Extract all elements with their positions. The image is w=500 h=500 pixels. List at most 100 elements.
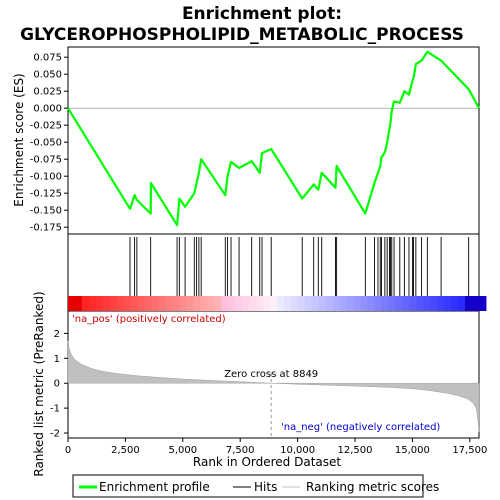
color-bar-segment: [144, 296, 153, 311]
color-bar-segment: [318, 296, 327, 311]
xtick-label: 10,000: [280, 445, 315, 456]
zero-cross-label: Zero cross at 8849: [224, 369, 318, 380]
color-bar-segment: [95, 296, 104, 311]
color-bar-segment: [451, 296, 459, 311]
es-ytick-label: 0.025: [33, 87, 62, 98]
color-bar-segment: [228, 296, 236, 311]
enrichment-profile: [67, 50, 480, 227]
es-ytick-label: -0.100: [30, 172, 62, 183]
color-bar-segment: [102, 296, 111, 311]
x-axis: 0 2,500 5,000 7,500 10,000 12,500 15,000 17,500: [65, 438, 487, 456]
legend-metric-label: Ranking metric scores: [306, 480, 439, 494]
es-ytick-label: -0.075: [30, 155, 62, 166]
es-ytick-label: 0.000: [33, 104, 62, 115]
color-bar-segment: [123, 296, 132, 311]
pos-correlated-label: 'na_pos' (positively correlated): [72, 314, 226, 325]
es-ytick-label: 0.050: [33, 70, 62, 81]
color-bar-segment: [332, 296, 341, 311]
metric-y-axis: 2 1 0 -1 -2: [50, 329, 68, 440]
color-bar-segment: [256, 296, 264, 311]
ranking-metric-area: [67, 340, 480, 432]
color-bar-segment: [130, 296, 139, 311]
color-bar-segment: [235, 296, 243, 311]
color-bar-segment: [249, 296, 257, 311]
rank-color-bar: [68, 296, 487, 311]
color-bar-segment: [270, 296, 278, 311]
xtick-label: 2,500: [111, 445, 140, 456]
neg-correlated-label: 'na_neg' (negatively correlated): [281, 422, 440, 433]
color-bar-segment: [395, 296, 403, 311]
color-bar-segment: [165, 296, 173, 311]
color-bar-segment: [242, 296, 250, 311]
color-bar-segment: [116, 296, 125, 311]
color-bar-segment: [172, 296, 180, 311]
legend-hits-label: Hits: [254, 480, 277, 494]
color-bar-segment: [200, 296, 208, 311]
plot-title-line2: GLYCEROPHOSPHOLIPID_METABOLIC_PROCESS: [20, 25, 464, 45]
color-bar-segment: [458, 296, 466, 311]
metric-ytick-label: 0: [54, 379, 60, 390]
color-bar-segment: [81, 296, 90, 311]
color-bar-segment: [311, 296, 320, 311]
color-bar-segment: [304, 296, 313, 311]
es-ytick-label: -0.175: [30, 223, 62, 234]
es-panel-frame: [67, 46, 480, 235]
hit-markers: [129, 237, 470, 296]
xtick-label: 0: [65, 445, 71, 456]
color-bar-segment: [402, 296, 410, 311]
metric-ytick-label: -2: [50, 429, 60, 440]
color-bar-segment: [437, 296, 445, 311]
color-bar-segment: [151, 296, 160, 311]
plot-title-line1: Enrichment plot:: [182, 4, 342, 24]
color-bar-segment: [381, 296, 389, 311]
color-bar-segment: [388, 296, 396, 311]
color-bar-segment: [109, 296, 118, 311]
metric-ytick-label: 2: [54, 329, 60, 340]
color-bar-segment: [423, 296, 431, 311]
color-bar-segment: [283, 296, 292, 311]
es-ytick-label: -0.050: [30, 138, 62, 149]
color-bar-segment: [430, 296, 438, 311]
color-bar-segment: [374, 296, 382, 311]
xtick-label: 5,000: [168, 445, 197, 456]
color-bar-segment: [339, 296, 348, 311]
color-bar-segment: [207, 296, 215, 311]
color-bar-segment: [479, 296, 487, 311]
color-bar-segment: [325, 296, 334, 311]
color-bar-segment: [472, 296, 480, 311]
color-bar-segment: [263, 296, 271, 311]
color-bar-segment: [88, 296, 97, 311]
color-bar-segment: [276, 296, 285, 311]
xtick-label: 15,000: [395, 445, 430, 456]
color-bar-segment: [353, 296, 362, 311]
metric-y-label: Ranked list metric (PreRanked): [32, 291, 46, 476]
es-y-label: Enrichment score (ES): [12, 73, 26, 206]
color-bar-segment: [158, 296, 167, 311]
color-bar-segment: [68, 296, 76, 311]
enrichment-profile-line: [67, 50, 480, 227]
xtick-label: 7,500: [226, 445, 255, 456]
color-bar-segment: [346, 296, 355, 311]
metric-ytick-label: -1: [50, 404, 60, 415]
color-bar-segment: [221, 296, 229, 311]
color-bar-segment: [297, 296, 306, 311]
color-bar-segment: [137, 296, 146, 311]
es-ytick-label: -0.150: [30, 206, 62, 217]
color-bar-segment: [186, 296, 194, 311]
color-bar-segment: [179, 296, 187, 311]
color-bar-segment: [290, 296, 299, 311]
legend: Enrichment profile Hits Ranking metric s…: [72, 474, 439, 498]
color-bar-segment: [416, 296, 424, 311]
color-bar-segment: [409, 296, 417, 311]
color-bar-segment: [74, 296, 83, 311]
color-bar-segment: [193, 296, 201, 311]
xtick-label: 17,500: [452, 445, 487, 456]
es-ytick-label: -0.125: [30, 189, 62, 200]
es-ytick-label: -0.025: [30, 121, 62, 132]
es-ytick-label: 0.075: [33, 53, 62, 64]
es-y-axis: 0.075 0.050 0.025 0.000 -0.025 -0.050 -0.075 -0…: [30, 53, 68, 234]
color-bar-segment: [465, 296, 473, 311]
color-bar-segment: [444, 296, 452, 311]
metric-ytick-label: 1: [54, 354, 60, 365]
color-bar-segment: [214, 296, 222, 311]
